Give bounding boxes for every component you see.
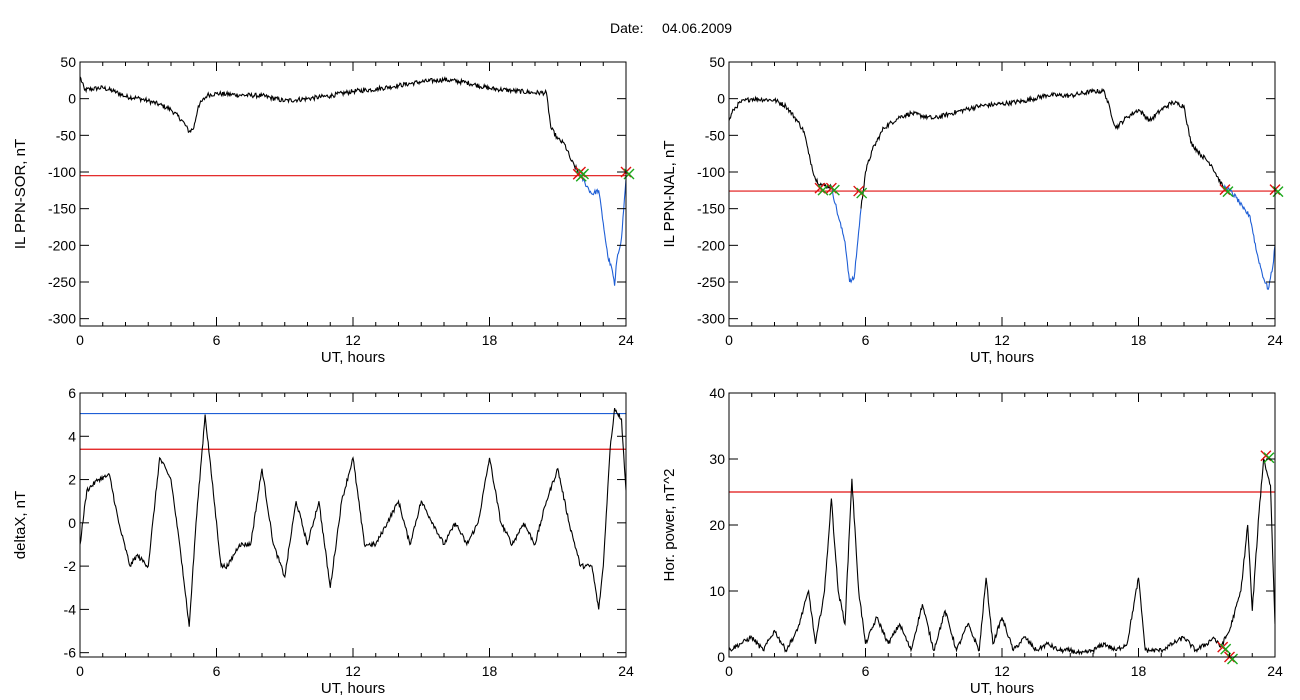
marker-point (578, 168, 589, 180)
x-axis-label: UT, hours (321, 680, 385, 697)
x-tick-label: 12 (345, 332, 361, 348)
series-line (577, 171, 626, 286)
y-axis-label: Hor. power, nT^2 (661, 469, 678, 582)
series-line (860, 87, 1224, 209)
series-line (80, 407, 626, 627)
x-tick-label: 6 (213, 332, 221, 348)
x-tick-label: 6 (862, 332, 870, 348)
marker-point (1220, 643, 1232, 655)
y-tick-label: -300 (697, 311, 725, 327)
x-tick-label: 18 (482, 332, 498, 348)
y-tick-label: 50 (709, 54, 725, 70)
y-tick-label: -250 (697, 274, 725, 290)
y-tick-label: -50 (56, 127, 76, 143)
marker-point (1217, 641, 1229, 653)
x-tick-label: 12 (994, 332, 1010, 348)
series-line (729, 95, 832, 190)
y-tick-label: -2 (64, 558, 77, 574)
y-tick-label: -50 (705, 127, 725, 143)
y-tick-label: 4 (68, 428, 76, 444)
y-tick-label: 50 (60, 54, 76, 70)
plot-frame (79, 61, 627, 327)
marker-point (828, 184, 840, 196)
x-tick-label: 0 (76, 663, 84, 679)
marker-point (1219, 184, 1231, 196)
marker-point (856, 187, 868, 199)
x-axis-label: UT, hours (321, 349, 385, 366)
y-tick-label: -150 (697, 201, 725, 217)
x-tick-label: 18 (1131, 332, 1147, 348)
marker-point (825, 182, 837, 194)
x-tick-label: 24 (618, 332, 634, 348)
x-tick-label: 12 (345, 663, 361, 679)
x-tick-label: 0 (725, 332, 733, 348)
marker-point (1263, 452, 1275, 464)
x-tick-label: 18 (1131, 663, 1147, 679)
y-axis-label: deltaX, nT (12, 491, 29, 559)
y-tick-label: 40 (709, 385, 725, 401)
x-tick-label: 12 (994, 663, 1010, 679)
plot-frame (728, 61, 1276, 327)
x-tick-label: 0 (725, 663, 733, 679)
y-tick-label: 20 (709, 517, 725, 533)
x-tick-label: 24 (1267, 663, 1283, 679)
marker-point (814, 182, 826, 194)
y-tick-label: -150 (48, 201, 76, 217)
y-tick-label: -4 (64, 601, 77, 617)
marker-point (1222, 186, 1234, 198)
y-tick-label: -300 (48, 311, 76, 327)
y-tick-label: -100 (48, 164, 76, 180)
marker-point (853, 185, 865, 197)
plot-frame (79, 392, 627, 658)
y-tick-label: -6 (64, 645, 77, 661)
series-line (830, 186, 862, 284)
y-tick-label: 0 (68, 91, 76, 107)
marker-point (817, 184, 829, 196)
y-tick-label: 0 (68, 515, 76, 531)
x-tick-label: 0 (76, 332, 84, 348)
x-tick-label: 24 (1267, 332, 1283, 348)
y-tick-label: -200 (697, 237, 725, 253)
y-tick-label: 0 (717, 91, 725, 107)
figure-date-label: Date: (610, 20, 643, 36)
series-line (729, 456, 1275, 656)
figure-date-value: 04.06.2009 (662, 20, 732, 36)
x-axis-label: UT, hours (970, 680, 1034, 697)
x-axis-label: UT, hours (970, 349, 1034, 366)
x-tick-label: 18 (482, 663, 498, 679)
series-line (80, 76, 579, 173)
y-tick-label: 30 (709, 451, 725, 467)
chart-hor-power: 0 6 12 18 24 40 30 20 10 0 UT, hours Hor. power, nT… (661, 385, 1283, 697)
y-tick-label: -250 (48, 274, 76, 290)
marker-point (575, 166, 586, 178)
chart-il-ppn-nal: 0 6 12 18 24 50 0 -50 -100 -150 -200 -250 -300 UT, ho… (661, 54, 1284, 366)
y-tick-label: 2 (68, 472, 76, 488)
y-tick-label: 0 (717, 649, 725, 665)
chart-deltax: 0 6 12 18 24 6 4 2 0 -2 -4 -6 UT, hours deltaX, nT (12, 385, 634, 697)
y-axis-label: IL PPN-NAL, nT (661, 141, 678, 248)
x-tick-label: 24 (618, 663, 634, 679)
x-tick-label: 6 (862, 663, 870, 679)
y-tick-label: -100 (697, 164, 725, 180)
y-tick-label: -200 (48, 237, 76, 253)
x-tick-label: 6 (213, 663, 221, 679)
y-tick-label: 6 (68, 385, 76, 401)
y-tick-label: 10 (709, 583, 725, 599)
y-axis-label: IL PPN-SOR, nT (12, 139, 29, 249)
series-line (1222, 184, 1275, 291)
chart-il-ppn-sor: 0 6 12 18 24 50 0 -50 -100 -150 -200 -250 -300 UT, ho… (12, 54, 635, 366)
